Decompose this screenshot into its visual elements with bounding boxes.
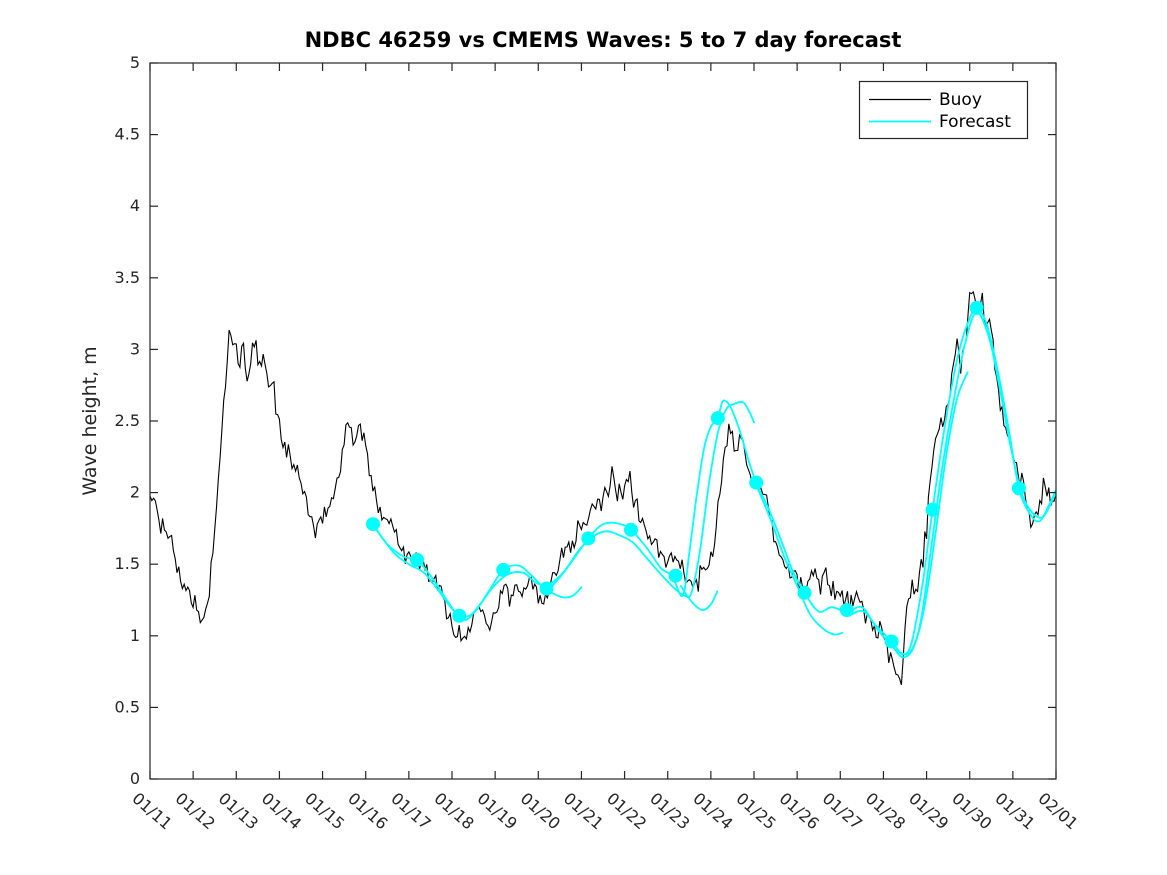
x-tick-label: 01/23 [646, 789, 693, 834]
legend-box [858, 80, 1029, 140]
x-tick-label: 01/21 [560, 789, 607, 834]
y-tick-label: 4 [130, 196, 140, 215]
forecast-marker-dot [539, 581, 554, 596]
x-tick-labels: 01/1101/1201/1301/1401/1501/1601/1701/18… [129, 789, 1082, 834]
x-tick-label: 01/29 [905, 789, 952, 834]
y-tick-label: 4.5 [115, 125, 140, 144]
x-tick-label: 02/01 [1035, 789, 1082, 834]
x-tick-label: 01/13 [215, 789, 262, 834]
forecast-marker-dot [969, 300, 984, 315]
x-tick-label: 01/14 [258, 789, 305, 834]
y-tick-label: 3.5 [115, 268, 140, 287]
x-tick-label: 01/15 [301, 789, 348, 834]
forecast-marker-dot [925, 502, 940, 517]
forecast-marker-dot [366, 517, 380, 532]
x-tick-label: 01/30 [948, 789, 995, 834]
buoy-series-line [150, 290, 1056, 685]
y-tick-label: 2 [130, 483, 140, 502]
x-tick-label: 01/18 [431, 789, 478, 834]
forecast-series-line [375, 400, 755, 621]
x-tick-label: 01/19 [474, 789, 521, 834]
plot-series [150, 290, 1056, 685]
y-tick-labels: 0 0.5 1 1.5 2 2.5 3 3.5 4 4.5 5 [115, 53, 140, 788]
x-tick-label: 01/17 [387, 789, 434, 834]
axis-ticks [149, 62, 1057, 780]
x-tick-label: 01/20 [517, 789, 564, 834]
forecast-series-line [895, 311, 1056, 656]
legend-label-forecast: Forecast [939, 112, 1011, 132]
forecast-series-line [548, 586, 583, 599]
x-tick-label: 01/12 [172, 789, 219, 834]
x-tick-label: 01/28 [862, 789, 909, 834]
forecast-marker-dot [496, 562, 511, 577]
y-tick-label: 1 [130, 626, 140, 645]
forecast-marker-dot [668, 568, 683, 583]
forecast-series-line [848, 371, 969, 659]
forecast-marker-dot [710, 411, 725, 426]
x-tick-label: 01/11 [129, 789, 176, 834]
x-tick-label: 01/16 [344, 789, 391, 834]
forecast-marker-dot [884, 634, 899, 649]
forecast-marker-dot [452, 608, 467, 623]
x-tick-label: 01/24 [689, 789, 736, 834]
chart-title: NDBC 46259 vs CMEMS Waves: 5 to 7 day fo… [305, 28, 902, 52]
forecast-marker-dot [624, 522, 638, 537]
x-tick-label: 01/31 [991, 789, 1038, 834]
y-tick-label: 3 [130, 339, 140, 358]
legend-label-buoy: Buoy [939, 90, 982, 110]
forecast-marker-dot [839, 603, 854, 617]
y-tick-label: 0.5 [115, 697, 140, 716]
plot-border [149, 62, 1057, 780]
forecast-marker-dot [1011, 481, 1026, 496]
forecast-marker-dot [581, 531, 596, 546]
forecast-series-line [372, 307, 1056, 656]
forecast-marker-dot [410, 552, 425, 567]
forecast-series-line [679, 584, 719, 611]
x-tick-label: 01/26 [776, 789, 823, 834]
legend: Buoy Forecast [858, 80, 1029, 140]
y-axis-label: Wave height, m [79, 346, 101, 495]
y-tick-label: 2.5 [115, 411, 140, 430]
forecast-marker-dot [749, 475, 764, 490]
forecast-series-line [757, 488, 844, 636]
y-tick-label: 0 [130, 769, 140, 788]
x-tick-label: 01/22 [603, 789, 650, 834]
y-tick-label: 1.5 [115, 554, 140, 573]
x-tick-label: 01/25 [733, 789, 780, 834]
forecast-marker-dot [797, 585, 812, 600]
x-tick-label: 01/27 [819, 789, 866, 834]
y-tick-label: 5 [130, 53, 140, 72]
